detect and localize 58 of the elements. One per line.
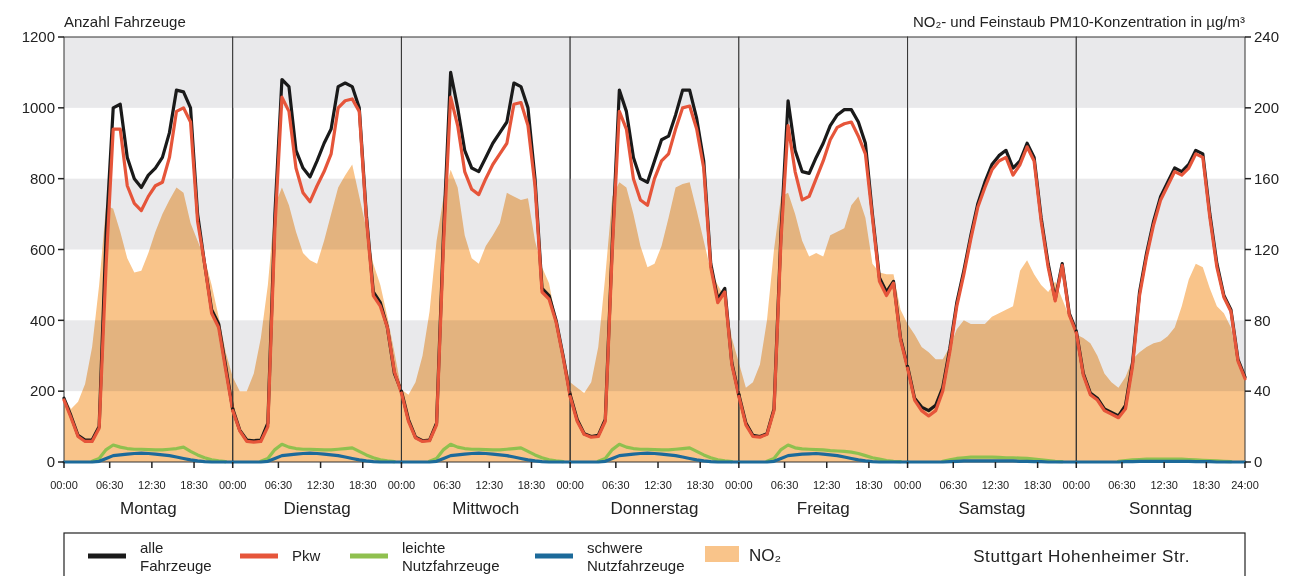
y-tick-label: 400 (29, 311, 55, 329)
legend-label: alle Fahrzeuge (140, 539, 212, 574)
y2-tick-label: 0 (1254, 453, 1263, 471)
legend-label: NO₂ (749, 546, 782, 565)
x-tick-label: 00:00 (556, 479, 584, 491)
x-axis-title: Sonntag (1128, 499, 1193, 518)
x-axis-title: Dienstag (283, 499, 351, 518)
y-tick-label: 0 (46, 453, 55, 471)
x-axis-title: Mittwoch (452, 499, 520, 518)
y2-tick-label: 160 (1254, 169, 1280, 187)
y2-tick-label: 80 (1254, 311, 1271, 329)
x-tick-label: 00:00 (725, 479, 753, 491)
y2-tick-label: 200 (1254, 99, 1280, 117)
y-tick-label: 600 (29, 240, 55, 258)
text: Stuttgart Hohenheimer Str. (973, 547, 1190, 566)
x-tick-label: 06:30 (264, 479, 293, 491)
x-tick-label: 12:30 (475, 479, 504, 491)
x-tick-label: 18:30 (686, 479, 714, 491)
x-tick-label: 00:00 (218, 479, 247, 491)
x-tick-label: 12:30 (644, 479, 672, 491)
x-tick-label: 00:00 (893, 479, 922, 491)
legend-label: schwere Nutzfahrzeuge (587, 539, 685, 574)
y-tick-label: 1000 (21, 99, 55, 117)
x-axis-title: Samstag (958, 499, 1026, 518)
x-tick-label: 00:00 (50, 479, 78, 491)
y2-tick-label: 120 (1254, 240, 1280, 258)
x-axis-title: Montag (120, 499, 177, 518)
x-tick-label: 12:30 (306, 479, 335, 491)
x-tick-label: 06:30 (939, 479, 968, 491)
y-tick-label: 200 (29, 382, 55, 400)
x-axis-title: Freitag (796, 499, 850, 518)
x-tick-label: 06:30 (95, 479, 124, 491)
y-tick-label: 1200 (21, 28, 55, 46)
x-tick-label: 24:00 (1231, 479, 1259, 491)
x-tick-label: 00:00 (1062, 479, 1091, 491)
y2-tick-label: 40 (1254, 382, 1271, 400)
y2-axis-title: NO₂- und Feinstaub PM10-Konzentration in µg/m³ (912, 13, 1245, 30)
x-tick-label: 12:30 (812, 479, 841, 491)
x-tick-label: 12:30 (1150, 479, 1178, 491)
y-axis-title: Anzahl Fahrzeuge (64, 13, 186, 30)
legend-label: Pkw (292, 547, 321, 564)
x-tick-label: 06:30 (770, 479, 799, 491)
x-tick-label: 18:30 (180, 479, 208, 491)
x-axis-title: Donnerstag (610, 499, 699, 518)
x-tick-label: 12:30 (981, 479, 1010, 491)
x-tick-label: 06:30 (602, 479, 630, 491)
y-tick-label: 800 (29, 169, 55, 187)
x-tick-label: 18:30 (855, 479, 883, 491)
x-tick-label: 18:30 (1192, 479, 1221, 491)
x-tick-label: 18:30 (1023, 479, 1052, 491)
x-tick-label: 18:30 (517, 479, 546, 491)
y2-tick-label: 240 (1254, 28, 1280, 46)
x-tick-label: 06:30 (1108, 479, 1136, 491)
x-tick-label: 06:30 (433, 479, 461, 491)
x-tick-label: 18:30 (349, 479, 377, 491)
legend-label: leichte Nutzfahrzeuge (402, 539, 500, 574)
x-tick-label: 00:00 (387, 479, 416, 491)
x-tick-label: 12:30 (138, 479, 166, 491)
